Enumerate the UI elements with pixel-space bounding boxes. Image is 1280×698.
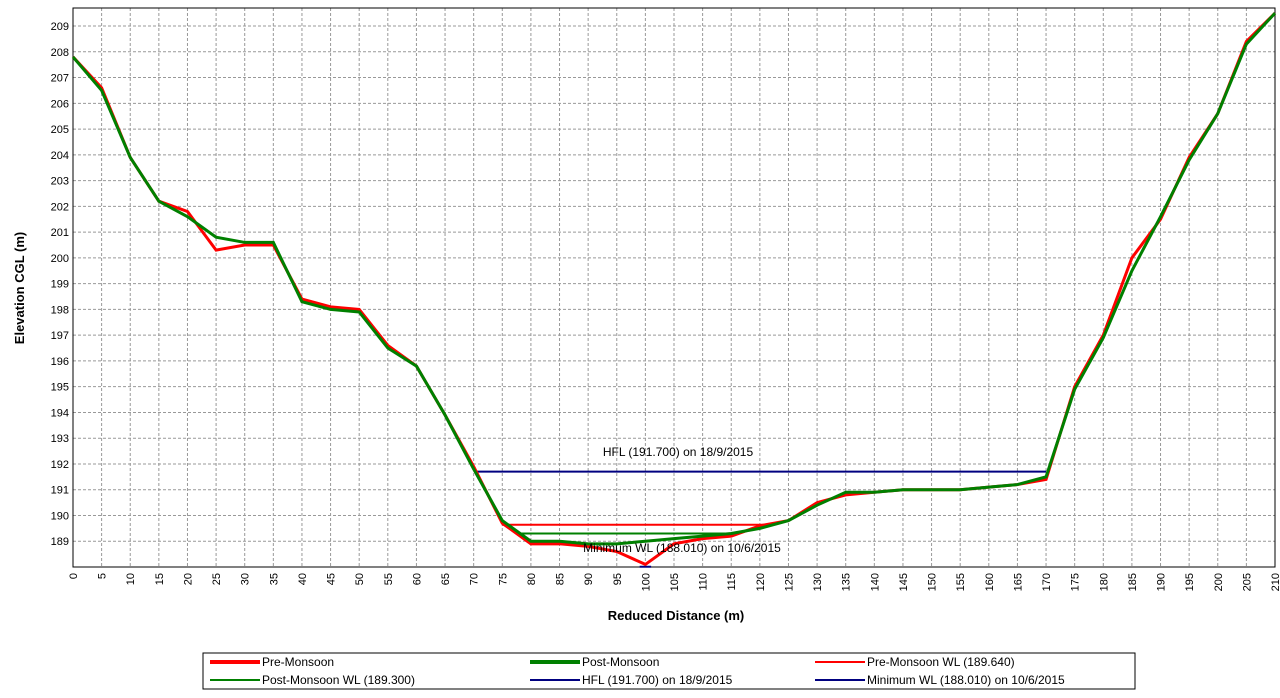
y-tick-label: 203 (51, 176, 69, 188)
x-tick-label: 60 (411, 573, 423, 585)
y-tick-label: 192 (51, 459, 69, 471)
x-tick-label: 45 (326, 573, 338, 585)
x-tick-label: 95 (612, 573, 624, 585)
legend-label: Post-Monsoon (582, 655, 659, 669)
x-tick-label: 30 (240, 573, 252, 585)
y-tick-label: 196 (51, 356, 69, 368)
y-tick-label: 193 (51, 433, 69, 445)
y-tick-label: 197 (51, 330, 69, 342)
x-axis-label: Reduced Distance (m) (608, 608, 745, 623)
y-tick-label: 201 (51, 227, 69, 239)
y-tick-label: 204 (51, 150, 69, 162)
x-tick-label: 140 (869, 573, 881, 591)
x-tick-label: 15 (154, 573, 166, 585)
x-tick-label: 200 (1213, 573, 1225, 591)
x-tick-label: 145 (898, 573, 910, 591)
legend-label: Minimum WL (188.010) on 10/6/2015 (867, 673, 1065, 687)
x-tick-label: 100 (640, 573, 652, 591)
y-tick-label: 200 (51, 253, 69, 265)
x-tick-label: 75 (497, 573, 509, 585)
x-tick-label: 80 (526, 573, 538, 585)
x-tick-label: 20 (182, 573, 194, 585)
y-tick-label: 207 (51, 73, 69, 85)
x-tick-label: 180 (1098, 573, 1110, 591)
x-tick-label: 150 (927, 573, 939, 591)
x-tick-label: 25 (211, 573, 223, 585)
legend-label: HFL (191.700) on 18/9/2015 (582, 673, 733, 687)
y-tick-label: 195 (51, 382, 69, 394)
x-tick-label: 190 (1156, 573, 1168, 591)
y-tick-label: 208 (51, 47, 69, 59)
y-tick-label: 199 (51, 279, 69, 291)
y-tick-label: 206 (51, 98, 69, 110)
x-tick-label: 185 (1127, 573, 1139, 591)
annotation: HFL (191.700) on 18/9/2015 (603, 445, 754, 459)
x-tick-label: 120 (755, 573, 767, 591)
x-tick-label: 205 (1241, 573, 1253, 591)
x-tick-label: 210 (1270, 573, 1280, 591)
x-tick-label: 0 (68, 573, 80, 579)
x-tick-label: 135 (841, 573, 853, 591)
x-tick-label: 155 (955, 573, 967, 591)
legend (202, 652, 1136, 690)
x-tick-label: 105 (669, 573, 681, 591)
x-tick-label: 175 (1070, 573, 1082, 591)
y-tick-label: 190 (51, 510, 69, 522)
legend-label: Pre-Monsoon (262, 655, 334, 669)
x-tick-label: 40 (297, 573, 309, 585)
y-tick-label: 189 (51, 536, 69, 548)
plot-border (72, 7, 1276, 568)
y-tick-label: 198 (51, 304, 69, 316)
series-line (71, 12, 1277, 546)
x-tick-label: 65 (440, 573, 452, 585)
x-tick-label: 55 (383, 573, 395, 585)
x-tick-label: 5 (97, 573, 109, 579)
y-axis-label: Elevation CGL (m) (12, 232, 27, 344)
x-tick-label: 70 (469, 573, 481, 585)
x-tick-label: 85 (555, 573, 567, 585)
x-tick-label: 130 (812, 573, 824, 591)
x-tick-label: 115 (726, 573, 738, 591)
legend-label: Post-Monsoon WL (189.300) (262, 673, 415, 687)
x-tick-label: 90 (583, 573, 595, 585)
annotation: Minimum WL (188.010) on 10/6/2015 (583, 541, 781, 555)
legend-label: Pre-Monsoon WL (189.640) (867, 655, 1015, 669)
x-tick-label: 165 (1012, 573, 1024, 591)
x-tick-label: 110 (698, 573, 710, 591)
x-tick-label: 170 (1041, 573, 1053, 591)
x-tick-label: 195 (1184, 573, 1196, 591)
x-tick-label: 35 (268, 573, 280, 585)
x-tick-label: 50 (354, 573, 366, 585)
y-tick-label: 194 (51, 407, 69, 419)
y-tick-label: 191 (51, 485, 69, 497)
y-tick-label: 209 (51, 21, 69, 33)
y-tick-label: 202 (51, 201, 69, 213)
x-tick-label: 125 (783, 573, 795, 591)
x-tick-label: 160 (984, 573, 996, 591)
y-tick-label: 205 (51, 124, 69, 136)
x-tick-label: 10 (125, 573, 137, 585)
